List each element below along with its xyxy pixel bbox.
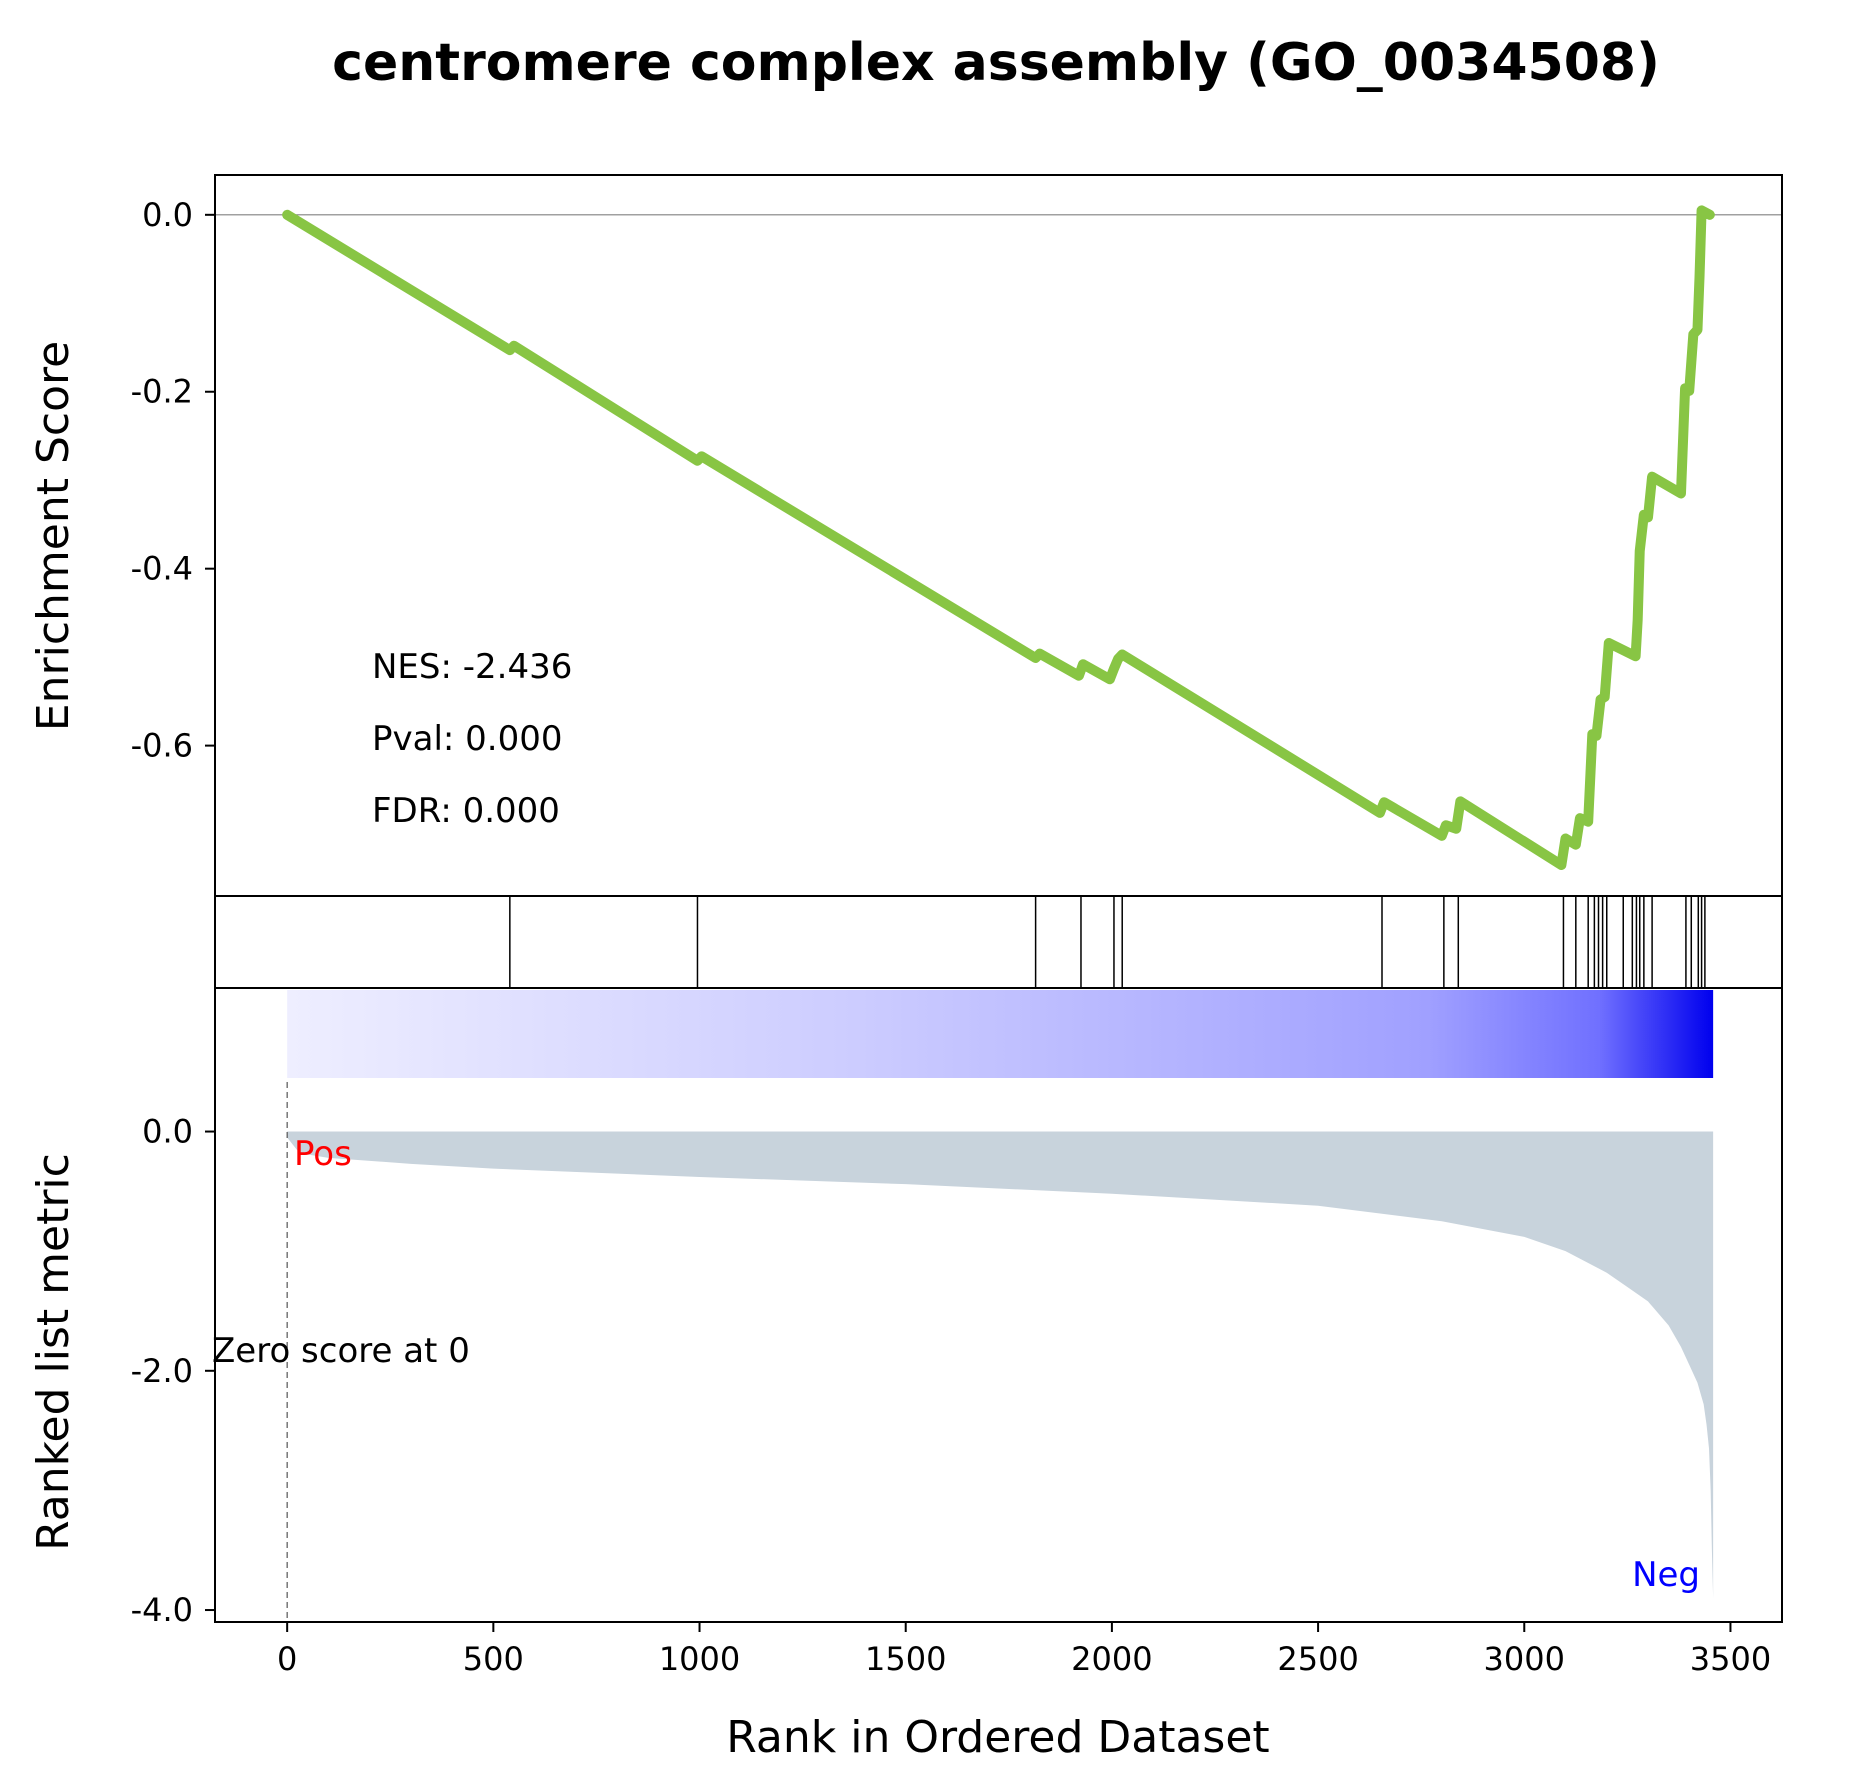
es-y-tick-label: -0.2 xyxy=(131,373,193,411)
hit-lines xyxy=(509,896,1706,988)
es-y-tick-label: -0.4 xyxy=(131,550,193,588)
stat-nes: NES: -2.436 xyxy=(372,647,572,687)
neg-label: Neg xyxy=(1632,1555,1700,1595)
ranked-metric-area xyxy=(287,1131,1714,1599)
hits-panel-frame xyxy=(214,895,1783,989)
x-tick-label: 2500 xyxy=(1277,1640,1358,1678)
metric-panel: Pos Neg Zero score at 0 0.0 -2.0 -4.0 xyxy=(131,987,1783,1629)
es-y-tick-label: 0.0 xyxy=(142,196,193,234)
x-tick-label: 3000 xyxy=(1484,1640,1565,1678)
x-axis-label: Rank in Ordered Dataset xyxy=(726,1712,1269,1763)
hits-panel xyxy=(214,895,1783,989)
x-tick-label: 3500 xyxy=(1690,1640,1771,1678)
stat-fdr: FDR: 0.000 xyxy=(372,791,560,831)
x-tick-label: 1500 xyxy=(865,1640,946,1678)
es-y-tick-label: -0.6 xyxy=(131,727,193,765)
metric-y-tick-label: 0.0 xyxy=(142,1113,193,1151)
x-tick-label: 500 xyxy=(463,1640,524,1678)
chart-title: centromere complex assembly (GO_0034508) xyxy=(332,33,1660,93)
enrichment-score-line xyxy=(282,205,1715,871)
es-panel-frame xyxy=(214,174,1783,897)
es-y-ticks: 0.0 -0.2 -0.4 -0.6 xyxy=(131,196,215,765)
x-tick-label: 1000 xyxy=(659,1640,740,1678)
metric-y-axis-label: Ranked list metric xyxy=(28,1153,79,1551)
enrichment-panel: 0.0-0.2-0.4-0.6 NES: -2.436 Pval: 0.000 … xyxy=(131,174,1783,897)
zero-score-label: Zero score at 0 xyxy=(212,1331,470,1371)
x-tick-label: 2000 xyxy=(1071,1640,1152,1678)
x-ticks: 0 500 1000 1500 2000 2500 3000 3500 xyxy=(277,1622,1771,1678)
metric-y-tick-label: -4.0 xyxy=(131,1591,193,1629)
pos-label: Pos xyxy=(294,1134,352,1174)
es-y-axis-label: Enrichment Score xyxy=(28,341,79,731)
metric-y-ticks: 0.0 -2.0 -4.0 xyxy=(131,1113,215,1629)
metric-y-tick-label: -2.0 xyxy=(131,1352,193,1390)
rank-gradient-bar xyxy=(287,990,1714,1078)
metric-panel-frame xyxy=(214,987,1783,1623)
stat-pval: Pval: 0.000 xyxy=(372,719,563,759)
x-tick-label: 0 xyxy=(277,1640,297,1678)
